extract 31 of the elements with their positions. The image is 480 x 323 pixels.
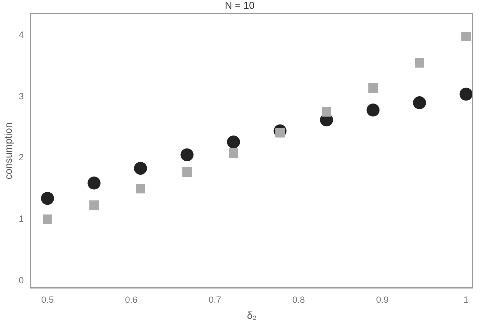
point (227, 136, 240, 149)
point (90, 200, 100, 210)
x-axis-title: δ₂ (247, 310, 257, 322)
x-tick-label: 1 (464, 295, 469, 306)
point (462, 32, 472, 42)
point (368, 83, 378, 93)
y-tick-label: 1 (18, 214, 24, 224)
y-tick-label: 4 (18, 30, 24, 40)
point (88, 176, 101, 190)
x-tick-label: 0.9 (376, 295, 389, 306)
point (322, 107, 332, 117)
point (460, 88, 473, 101)
y-axis-title: consumption (4, 122, 15, 180)
x-tick-label: 0.7 (208, 295, 222, 306)
x-tick-label: 0.6 (125, 295, 138, 306)
point (229, 148, 238, 158)
point (136, 184, 146, 194)
point (43, 214, 52, 224)
point (415, 58, 425, 68)
y-tick-label: 2 (18, 152, 24, 163)
chart-title: N = 10 (225, 0, 256, 12)
point (134, 162, 148, 176)
x-tick-label: 0.5 (41, 295, 54, 306)
point (182, 168, 192, 178)
y-tick-label: 0 (18, 275, 24, 286)
x-tick-label: 0.8 (292, 295, 306, 306)
point (366, 104, 380, 117)
y-tick-label: 3 (18, 91, 24, 102)
point (41, 192, 54, 206)
point (180, 148, 194, 162)
point (413, 96, 426, 110)
